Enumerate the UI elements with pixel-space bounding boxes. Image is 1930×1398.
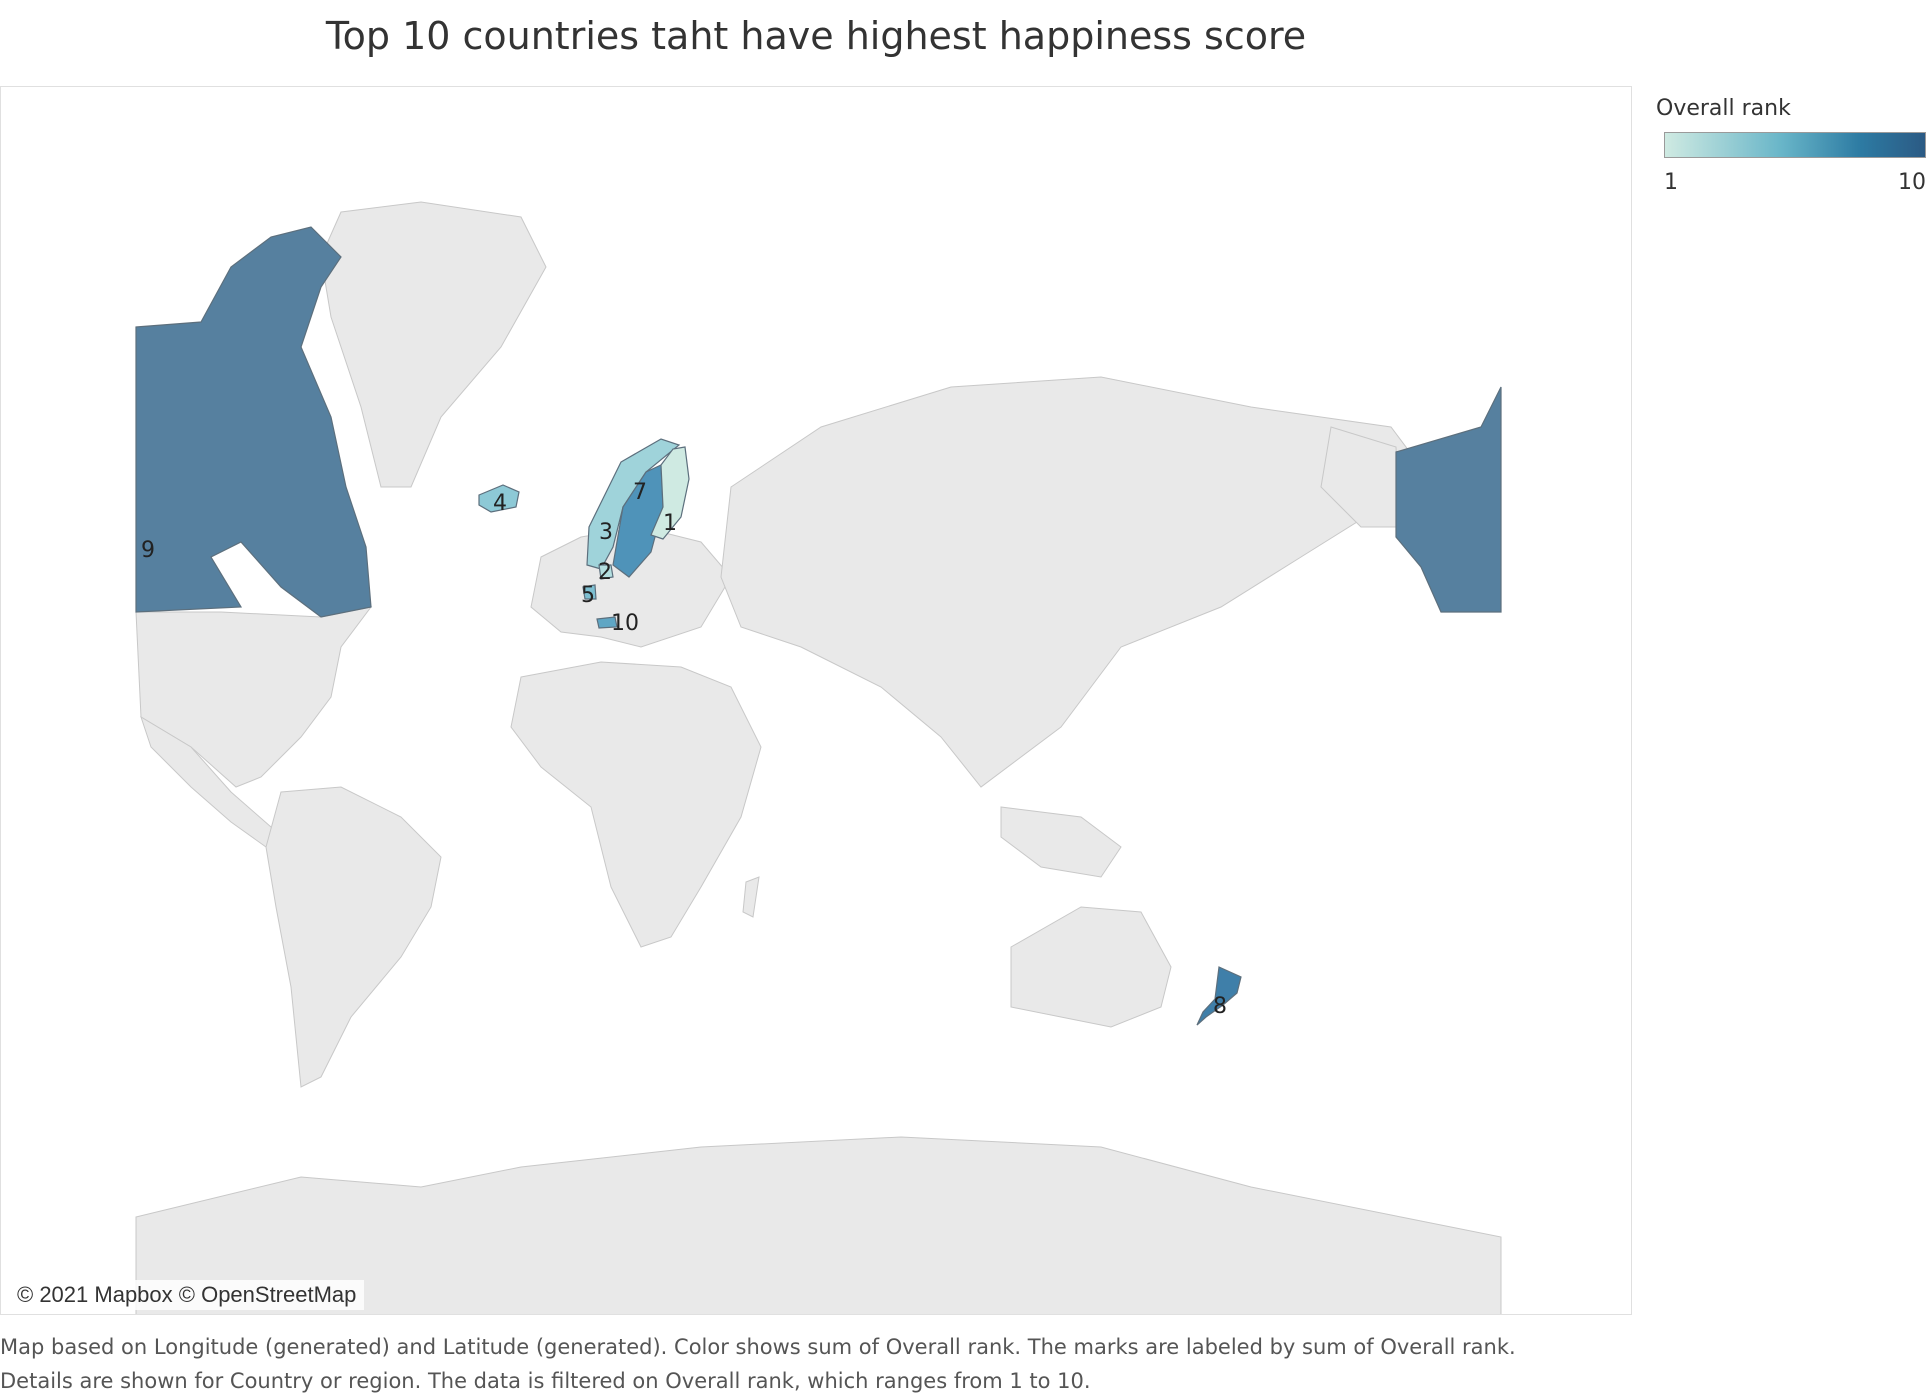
label-finland: 1: [663, 511, 677, 536]
label-sweden: 7: [633, 480, 647, 505]
label-norway: 3: [599, 520, 613, 545]
label-iceland: 4: [493, 491, 507, 516]
label-denmark: 2: [598, 560, 612, 585]
color-legend: Overall rank 1 10: [1656, 96, 1926, 195]
label-canada: 9: [141, 538, 155, 563]
country-finland[interactable]: [650, 446, 690, 540]
antarctica: [135, 1136, 1502, 1314]
page-title: Top 10 countries taht have highest happi…: [325, 14, 1307, 58]
legend-gradient-bar: [1664, 132, 1926, 158]
southeast-asia: [1000, 806, 1122, 878]
alaska: [1320, 426, 1400, 528]
caption-line-1: Map based on Longitude (generated) and L…: [0, 1335, 1516, 1359]
australia: [1010, 906, 1172, 1028]
country-new-zealand[interactable]: [1196, 966, 1242, 1026]
map-view[interactable]: 9 4 3 7 1 2 5 10 8 © 2021 Mapbox © OpenS…: [0, 86, 1632, 1315]
country-denmark[interactable]: [598, 564, 614, 580]
label-new-zealand: 8: [1213, 994, 1227, 1019]
country-alaska-region[interactable]: [1395, 386, 1502, 613]
label-switzerland: 10: [611, 611, 639, 636]
greenland: [320, 201, 547, 488]
asia-russia: [720, 376, 1422, 788]
africa: [510, 661, 762, 948]
country-canada[interactable]: [135, 226, 372, 618]
legend-min-label: 1: [1664, 170, 1678, 195]
country-iceland[interactable]: [478, 484, 520, 513]
caption-line-2: Details are shown for Country or region.…: [0, 1369, 1091, 1393]
country-netherlands[interactable]: [582, 584, 597, 600]
world-map[interactable]: 9 4 3 7 1 2 5 10 8: [1, 87, 1632, 1315]
madagascar: [742, 876, 760, 918]
map-attribution[interactable]: © 2021 Mapbox © OpenStreetMap: [9, 1280, 365, 1310]
legend-max-label: 10: [1898, 170, 1926, 195]
label-netherlands: 5: [581, 583, 595, 608]
country-switzerland[interactable]: [596, 616, 618, 629]
map-caption: Map based on Longitude (generated) and L…: [0, 1330, 1900, 1398]
legend-title: Overall rank: [1656, 96, 1791, 121]
south-america: [265, 786, 442, 1088]
